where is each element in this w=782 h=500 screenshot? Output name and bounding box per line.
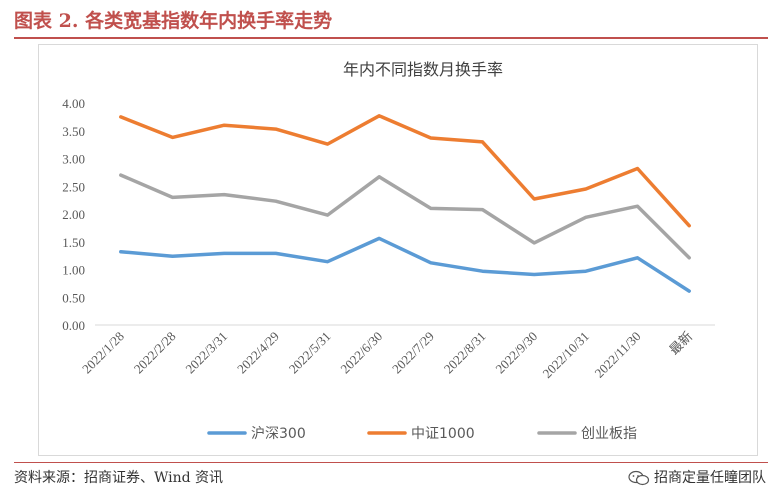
source-note: 资料来源：招商证券、Wind 资讯 <box>14 470 224 486</box>
x-tick-label: 2022/8/31 <box>441 329 489 377</box>
wechat-icon <box>628 470 650 486</box>
x-tick-label: 2022/3/31 <box>182 329 230 377</box>
x-tick-label: 2022/5/31 <box>286 329 334 377</box>
x-tick-label: 2022/7/29 <box>389 329 437 377</box>
x-tick-label: 2022/11/30 <box>591 329 643 381</box>
series-line-2 <box>119 114 691 228</box>
y-tick-label: 0.00 <box>62 318 85 333</box>
watermark: 招商定量任瞳团队 <box>628 466 766 490</box>
x-tick-label: 2022/2/28 <box>131 329 179 377</box>
header-divider <box>14 37 768 39</box>
y-tick-label: 0.50 <box>62 290 85 305</box>
y-tick-label: 2.00 <box>62 207 85 222</box>
series-line-1 <box>119 236 691 293</box>
legend-label: 创业板指 <box>581 426 637 442</box>
y-tick-label: 4.00 <box>62 96 85 111</box>
watermark-text: 招商定量任瞳团队 <box>654 470 766 486</box>
x-tick-label: 最新 <box>666 329 695 358</box>
y-tick-label: 1.00 <box>62 263 85 278</box>
x-tick-label: 2022/9/30 <box>492 329 540 377</box>
y-tick-label: 2.50 <box>62 179 85 194</box>
chart-container: 年内不同指数月换手率 0.00 0.50 1.00 1.50 2.00 2.50 3.00 3.… <box>38 44 758 456</box>
footer-divider <box>14 462 768 463</box>
legend-label: 中证1000 <box>411 426 475 442</box>
chart-title: 年内不同指数月换手率 <box>343 60 503 79</box>
x-tick-label: 2022/6/30 <box>337 329 385 377</box>
legend-label: 沪深300 <box>251 426 306 442</box>
x-tick-label: 2022/4/29 <box>234 329 282 377</box>
series-line-3 <box>119 173 691 260</box>
y-tick-label: 3.00 <box>62 152 85 167</box>
figure-title: 图表 2. 各类宽基指数年内换手率走势 <box>14 10 333 32</box>
y-tick-label: 3.50 <box>62 124 85 139</box>
x-tick-label: 2022/10/31 <box>539 329 591 381</box>
x-tick-label: 2022/1/28 <box>79 329 127 377</box>
y-tick-label: 1.50 <box>62 235 85 250</box>
line-chart: 年内不同指数月换手率 0.00 0.50 1.00 1.50 2.00 2.50 3.00 3.… <box>62 60 715 442</box>
